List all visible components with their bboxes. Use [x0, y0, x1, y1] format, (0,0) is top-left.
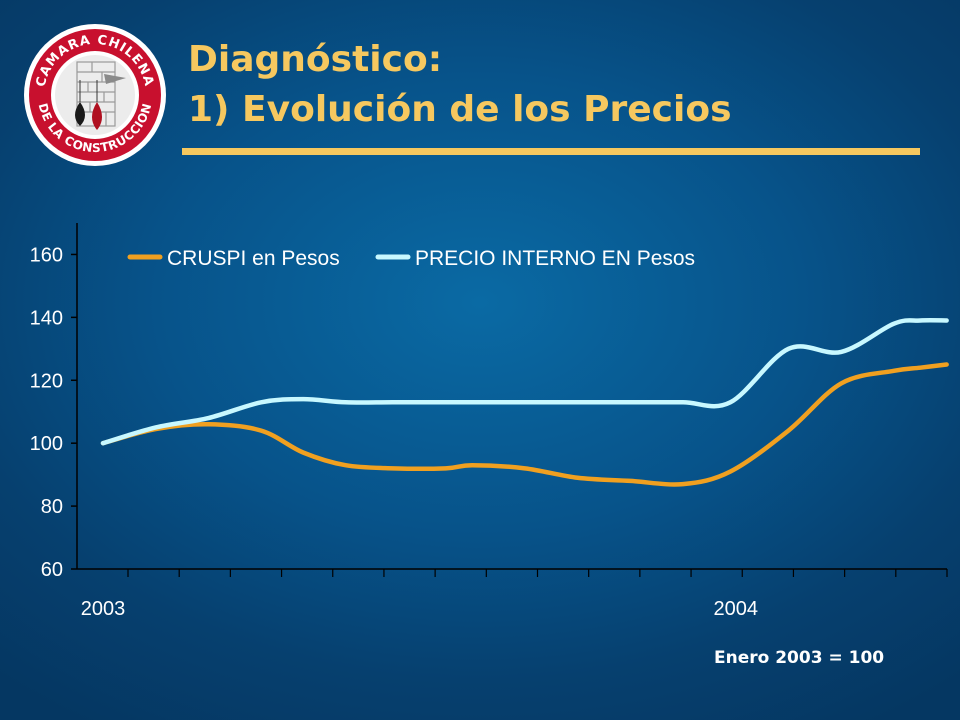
y-tick-label: 100	[30, 433, 63, 455]
series-line-precio-interno	[100, 318, 949, 446]
chart-legend: CRUSPI en Pesos PRECIO INTERNO EN Pesos	[127, 247, 695, 270]
legend-label: PRECIO INTERNO EN Pesos	[415, 247, 695, 270]
x-tick-label: 2003	[81, 598, 126, 620]
y-tick-label: 140	[30, 307, 63, 329]
trowel-icon	[104, 74, 126, 84]
page-title-line-1: Diagnóstico:	[188, 39, 443, 80]
x-axis-ticks: 2003 2004	[81, 569, 948, 620]
chart-series	[100, 318, 949, 487]
page-title-line-2: 1) Evolución de los Precios	[188, 89, 732, 130]
y-tick-label: 160	[30, 244, 63, 266]
y-tick-label: 60	[41, 559, 63, 581]
x-tick-label: 2004	[713, 598, 758, 620]
y-axis-ticks: 60 80 100 120 140 160	[30, 244, 77, 581]
plumb-bob-black-icon	[75, 102, 85, 126]
plumb-bob-red-icon	[92, 102, 102, 130]
series-line-cruspi	[100, 362, 949, 487]
y-tick-label: 120	[30, 370, 63, 392]
chart-axes	[76, 223, 947, 570]
camara-chilena-logo: CAMARA CHILENA DE LA CONSTRUCCION	[24, 24, 166, 166]
base-index-note: Enero 2003 = 100	[714, 648, 885, 668]
legend-label: CRUSPI en Pesos	[167, 247, 340, 270]
y-tick-label: 80	[41, 496, 63, 518]
title-underline	[182, 148, 920, 155]
